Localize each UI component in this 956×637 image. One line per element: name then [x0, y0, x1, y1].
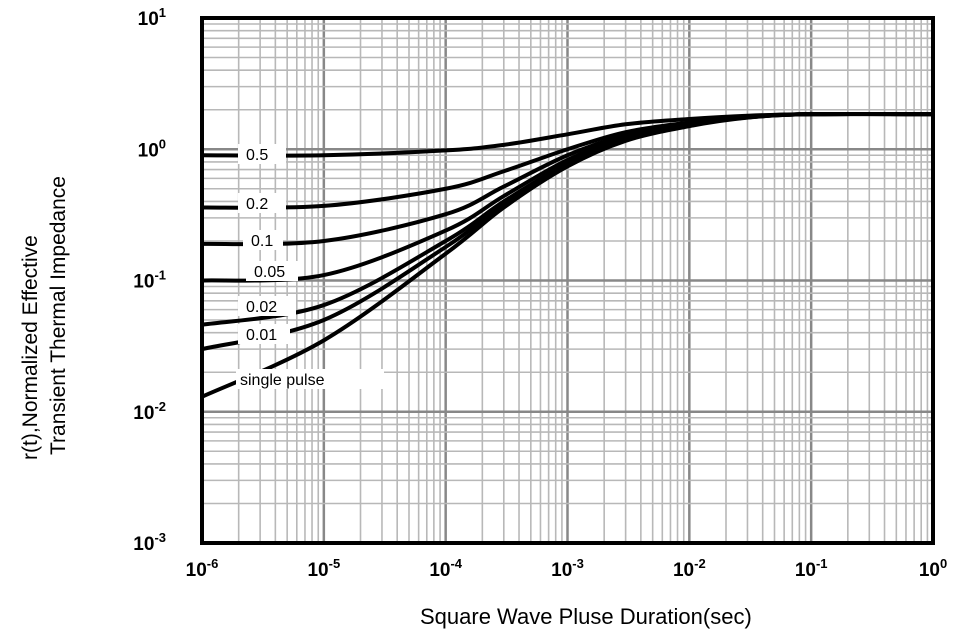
series-label-box [246, 261, 298, 281]
series-label-text: 0.2 [246, 196, 268, 213]
y-tick-label: 101 [138, 5, 166, 30]
x-tick-label: 10-5 [307, 556, 340, 581]
series-label-text: 0.1 [251, 233, 273, 250]
y-tick-label: 100 [138, 136, 166, 161]
series-group [201, 111, 934, 399]
x-tick-label: 10-3 [551, 556, 584, 581]
series-label-6: single pulse [236, 369, 384, 389]
x-tick-label: 10-2 [673, 556, 706, 581]
series-label-1: 0.2 [238, 193, 286, 213]
series-label-box [238, 324, 290, 344]
series-label-text: 0.05 [254, 264, 285, 281]
series-label-box [238, 193, 286, 213]
series-label-5: 0.01 [238, 324, 290, 344]
y-tick-label: 10-2 [133, 399, 166, 424]
series-label-4: 0.02 [238, 296, 296, 316]
x-axis-label: Square Wave Pluse Duration(sec) [420, 604, 752, 629]
x-tick-label: 10-1 [795, 556, 828, 581]
series-label-text: 0.5 [246, 147, 268, 164]
series-label-3: 0.05 [246, 261, 298, 281]
y-tick-labels: 101 100 10-1 10-2 10-3 [133, 5, 166, 555]
series-label-0: 0.5 [238, 144, 286, 164]
series-label-box [236, 369, 384, 389]
series-label-box [238, 144, 286, 164]
y-tick-label: 10-1 [133, 268, 166, 293]
series-labels: 0.5 0.2 0.1 0.05 0.02 0.01 single pulse [236, 144, 384, 389]
series-label-text: single pulse [240, 372, 325, 389]
grid [200, 18, 933, 545]
x-tick-label: 10-4 [429, 556, 462, 581]
y-tick-label: 10-3 [133, 530, 166, 555]
series-line-6 [201, 111, 934, 399]
series-label-text: 0.02 [246, 299, 277, 316]
series-label-text: 0.01 [246, 327, 277, 344]
series-label-box [243, 230, 283, 250]
series-label-2: 0.1 [243, 230, 283, 250]
series-label-box [238, 296, 296, 316]
x-tick-label: 100 [919, 556, 947, 581]
x-tick-labels: 10-6 10-5 10-4 10-3 10-2 10-1 100 [186, 556, 948, 581]
x-tick-label: 10-6 [186, 556, 219, 581]
plot-frame [200, 16, 935, 545]
